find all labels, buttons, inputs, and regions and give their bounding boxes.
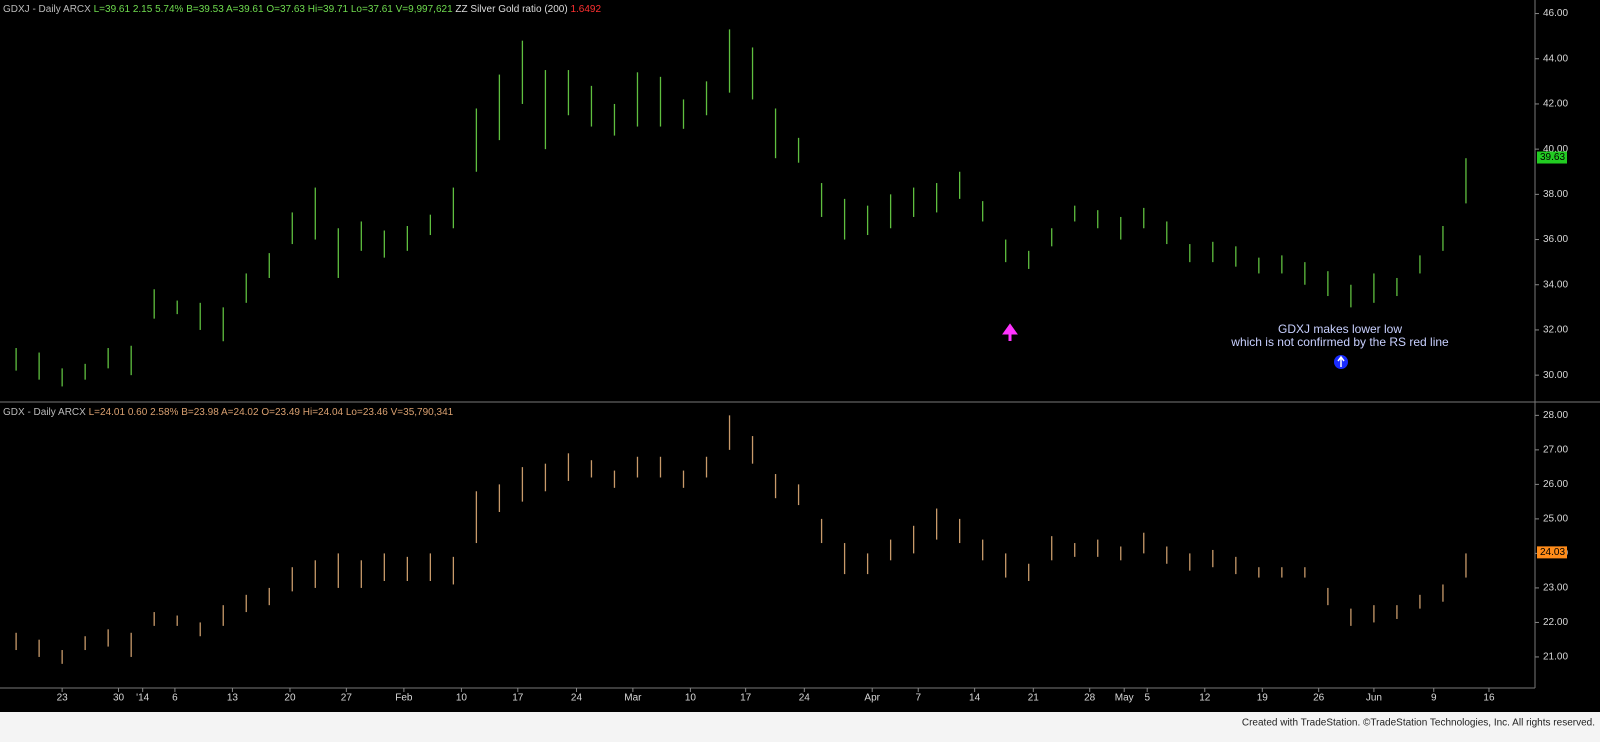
x-tick-label: 7 — [915, 693, 921, 704]
quote-field: Hi=24.04 — [303, 407, 344, 418]
quote-field: O=23.49 — [261, 407, 300, 418]
x-tick-label: Mar — [624, 693, 642, 704]
y-tick-label: 25.00 — [1543, 514, 1568, 525]
x-tick-label: 24 — [799, 693, 811, 704]
footer-strip — [0, 712, 1600, 742]
x-tick-label: 6 — [172, 693, 178, 704]
quote-field: L=39.61 — [94, 4, 131, 15]
quote-field: O=37.63 — [266, 4, 305, 15]
quote-field: 0.60 — [128, 407, 148, 418]
y-tick-label: 36.00 — [1543, 234, 1568, 245]
y-tick-label: 26.00 — [1543, 479, 1568, 490]
quote-field: 2.15 — [133, 4, 153, 15]
x-tick-label: May — [1115, 693, 1134, 704]
quote-field: Lo=37.61 — [351, 4, 393, 15]
y-tick-label: 22.00 — [1543, 617, 1568, 628]
x-tick-label: Apr — [864, 693, 880, 704]
annotation: GDXJ makes lower low — [1278, 322, 1402, 336]
panel-header: GDX - Daily ARCX L=24.01 0.60 2.58% B=23… — [3, 407, 454, 418]
y-tick-label: 46.00 — [1543, 8, 1568, 19]
x-tick-label: 28 — [1084, 693, 1096, 704]
x-tick-label: 21 — [1028, 693, 1040, 704]
y-tick-label: 34.00 — [1543, 279, 1568, 290]
x-tick-label: 19 — [1257, 693, 1269, 704]
x-tick-label: '14 — [136, 693, 149, 704]
quote-field: 5.74% — [155, 4, 183, 15]
y-tick-label: 32.00 — [1543, 325, 1568, 336]
last-price-box — [1537, 546, 1567, 559]
x-tick-label: 12 — [1199, 693, 1211, 704]
x-tick-label: 9 — [1431, 693, 1437, 704]
x-tick-label: 10 — [685, 693, 697, 704]
x-tick-label: 23 — [57, 693, 69, 704]
y-tick-label: 30.00 — [1543, 370, 1568, 381]
note-marker-arrow — [1337, 355, 1345, 367]
y-tick-label: 27.00 — [1543, 445, 1568, 456]
y-tick-label: 21.00 — [1543, 652, 1568, 663]
y-tick-label: 23.00 — [1543, 583, 1568, 594]
quote-field: Hi=39.71 — [308, 4, 349, 15]
x-tick-label: 14 — [969, 693, 981, 704]
x-tick-label: 17 — [740, 693, 752, 704]
x-tick-label: 20 — [284, 693, 296, 704]
indicator-value: 1.6492 — [570, 4, 601, 15]
last-price-label: 39.63 — [1540, 152, 1565, 163]
quote-field: A=39.61 — [226, 4, 264, 15]
panel-header: GDXJ - Daily ARCX L=39.61 2.15 5.74% B=3… — [3, 4, 601, 15]
y-tick-label: 40.00 — [1543, 144, 1568, 155]
quote-field: L=24.01 — [89, 407, 126, 418]
x-tick-label: 5 — [1144, 693, 1150, 704]
x-tick-label: 13 — [227, 693, 239, 704]
footer: Created with TradeStation. ©TradeStation… — [1242, 718, 1595, 729]
quote-field: A=24.02 — [221, 407, 259, 418]
y-tick-label: 44.00 — [1543, 53, 1568, 64]
last-price-box — [1537, 151, 1567, 164]
exchange-label: ARCX — [58, 407, 86, 418]
last-price-label: 24.03 — [1540, 547, 1565, 558]
x-tick-label: Feb — [395, 693, 413, 704]
symbol-label: GDX - Daily — [3, 407, 56, 418]
x-tick-label: Jun — [1366, 693, 1382, 704]
quote-field: V=9,997,621 — [396, 4, 453, 15]
x-tick-label: 24 — [571, 693, 583, 704]
x-tick-label: 27 — [341, 693, 353, 704]
y-tick-label: 38.00 — [1543, 189, 1568, 200]
arrow-marker — [1002, 323, 1018, 341]
y-tick-label: 28.00 — [1543, 410, 1568, 421]
quote-field: B=39.53 — [186, 4, 224, 15]
annotation: which is not confirmed by the RS red lin… — [1230, 335, 1449, 349]
quote-field: Lo=23.46 — [346, 407, 388, 418]
y-tick-label: 42.00 — [1543, 99, 1568, 110]
exchange-label: ARCX — [63, 4, 91, 15]
x-tick-label: 10 — [456, 693, 468, 704]
quote-field: 2.58% — [150, 407, 178, 418]
background — [0, 0, 1600, 712]
x-tick-label: 26 — [1313, 693, 1325, 704]
symbol-label: GDXJ - Daily — [3, 4, 61, 15]
x-tick-label: 16 — [1483, 693, 1495, 704]
quote-field: B=23.98 — [181, 407, 219, 418]
indicator-name: ZZ Silver Gold ratio (200) — [455, 4, 567, 15]
x-tick-label: 30 — [113, 693, 125, 704]
x-tick-label: 17 — [512, 693, 524, 704]
quote-field: V=35,790,341 — [391, 407, 454, 418]
